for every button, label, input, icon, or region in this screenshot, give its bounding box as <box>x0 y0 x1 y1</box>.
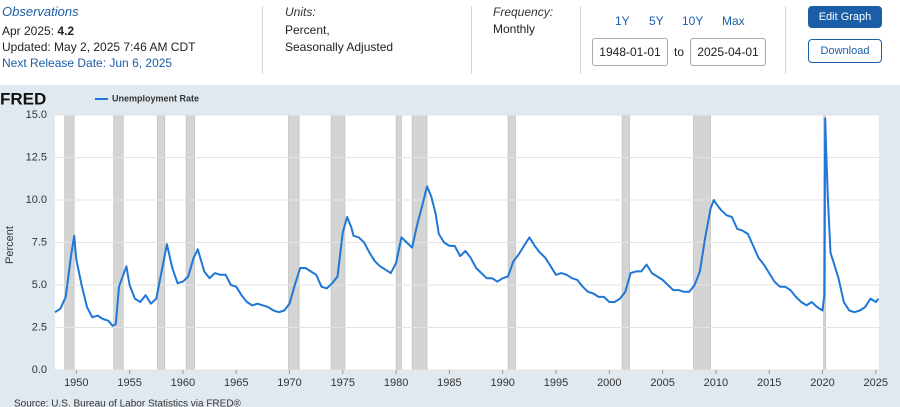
y-tick-label: 2.5 <box>32 321 47 333</box>
y-axis-label: Percent <box>4 226 16 264</box>
start-date[interactable]: 1948-01-01 <box>592 38 668 66</box>
separator <box>262 6 263 74</box>
x-tick-label: 2005 <box>650 377 674 389</box>
updated: Updated: May 2, 2025 7:46 AM CDT <box>2 40 196 54</box>
x-tick-label: 1970 <box>277 377 301 389</box>
series-line <box>54 117 880 327</box>
units: Percent, <box>285 23 330 37</box>
x-tick-label: 1995 <box>544 377 568 389</box>
x-tick-label: 1980 <box>384 377 408 389</box>
x-tick-label: 1960 <box>171 377 195 389</box>
source: Source: U.S. Bureau of Labor Statistics … <box>14 399 242 407</box>
chart: FRED Unemployment Rate Percent Source: U… <box>0 85 900 407</box>
units-label: Units: <box>285 5 316 19</box>
x-tick-label: 1975 <box>331 377 355 389</box>
x-tick-label: 1990 <box>490 377 514 389</box>
frequency-label: Frequency: <box>493 5 554 19</box>
logo: FRED <box>0 89 46 108</box>
legend-entry: Unemployment Rate <box>112 93 199 103</box>
y-tick-label: 15.0 <box>26 109 47 121</box>
y-tick-label: 5.0 <box>32 279 47 291</box>
y-tick-label: 12.5 <box>26 151 47 163</box>
range-button[interactable]: 5Y <box>649 14 664 28</box>
latest-label: Apr 2025: <box>2 24 55 38</box>
range-button[interactable]: Max <box>722 14 745 28</box>
x-tick-label: 1985 <box>437 377 461 389</box>
x-tick-label: 2000 <box>597 377 621 389</box>
x-tick-label: 2025 <box>864 377 888 389</box>
download-button[interactable]: Download <box>808 39 882 63</box>
latest-value: 4.2 <box>57 24 75 38</box>
separator <box>471 6 472 74</box>
latest: Apr 2025: 4.2 <box>2 24 74 38</box>
frequency: Monthly <box>493 22 536 36</box>
edit-graph-button[interactable]: Edit Graph <box>808 6 882 28</box>
range-button[interactable]: 10Y <box>682 14 704 28</box>
x-tick-label: 2015 <box>757 377 781 389</box>
units: Seasonally Adjusted <box>285 40 394 54</box>
next-release[interactable]: Next Release Date: Jun 6, 2025 <box>2 56 173 70</box>
y-tick-label: 10.0 <box>26 194 47 206</box>
x-tick-label: 2020 <box>810 377 834 389</box>
separator <box>785 6 786 74</box>
to: to <box>674 45 685 59</box>
y-tick-label: 0.0 <box>32 364 47 376</box>
x-tick-label: 1950 <box>64 377 88 389</box>
end-date[interactable]: 2025-04-01 <box>690 38 766 66</box>
separator <box>580 6 581 74</box>
x-tick-label: 1965 <box>224 377 248 389</box>
x-tick-label: 1955 <box>117 377 141 389</box>
observations[interactable]: Observations <box>2 4 79 19</box>
x-tick-label: 2010 <box>704 377 728 389</box>
y-tick-label: 7.5 <box>32 236 47 248</box>
range-button[interactable]: 1Y <box>615 14 630 28</box>
